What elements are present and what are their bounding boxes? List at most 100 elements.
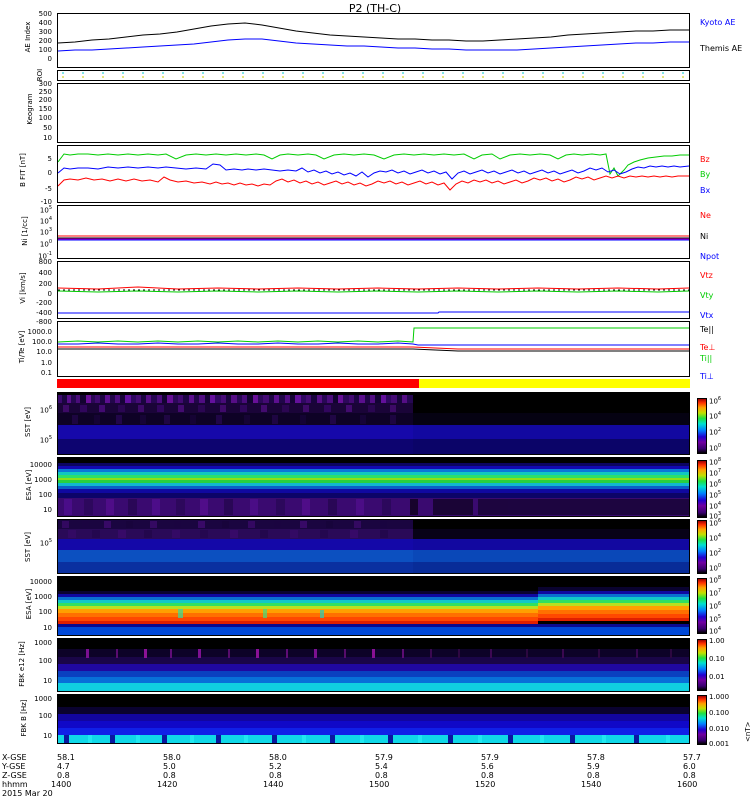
cblabel-esae-7: 107 — [709, 468, 722, 478]
legend-vty: Vty — [700, 291, 714, 300]
legend-vtx: Vtx — [700, 311, 714, 320]
ytick-bfit-0: 0 — [47, 169, 52, 177]
status-bar-red — [57, 379, 419, 388]
axis-tick-t-0: 1400 — [51, 780, 72, 789]
ytick-ae-0: 0 — [47, 55, 52, 63]
ytick-esai-100: 100 — [38, 608, 52, 616]
colorbar-sst-electron[interactable] — [697, 398, 707, 454]
ytick-vi-m800: -800 — [36, 318, 52, 326]
ytick-keo-10: 10 — [43, 134, 52, 142]
panel-sst-electron-ylabel: SST [eV] — [24, 407, 32, 437]
legend-kyoto-ae: Kyoto AE — [700, 18, 736, 27]
axis-tick-z-4: 0.8 — [481, 771, 494, 780]
axis-tick-x-6: 57.7 — [683, 753, 701, 762]
axis-tick-x-3: 57.9 — [375, 753, 393, 762]
ytick-ssti-5: 105 — [39, 538, 52, 548]
colorbar-esa-ion[interactable] — [697, 578, 707, 634]
cblabel-sste-4: 104 — [709, 411, 722, 421]
cblabel-fbkb-0001: 0.001 — [709, 740, 730, 748]
cbtitle-fbk-b: <nT> — [744, 721, 750, 742]
panel-fbk-e12[interactable] — [57, 638, 690, 692]
ytick-ae-100: 100 — [38, 46, 52, 54]
ytick-fbke-100: 100 — [38, 657, 52, 665]
panel-sst-ion[interactable] — [57, 519, 690, 574]
axis-tick-t-1: 1420 — [157, 780, 178, 789]
ytick-bfit-5: 5 — [47, 155, 52, 163]
ytick-keo-100: 100 — [38, 114, 52, 122]
cblabel-fbke-001: 0.01 — [709, 673, 725, 681]
colorbar-fbk-b[interactable] — [697, 695, 707, 745]
colorbar-esa-electron[interactable] — [697, 460, 707, 518]
axis-tick-y-1: 5.0 — [163, 762, 176, 771]
ytick-ni-3: 103 — [39, 227, 52, 237]
axis-tick-z-2: 0.8 — [269, 771, 282, 780]
cblabel-fbkb-001: 0.010 — [709, 725, 730, 733]
ytick-vi-400: 400 — [38, 269, 52, 277]
colorbar-fbk-e12[interactable] — [697, 639, 707, 691]
cblabel-esae-6: 106 — [709, 479, 722, 489]
legend-ti-par: Ti|| — [700, 354, 713, 363]
ytick-ae-200: 200 — [38, 37, 52, 45]
legend-bz: Bz — [700, 155, 710, 164]
panel-esa-ion[interactable] — [57, 576, 690, 636]
panel-roi[interactable] — [57, 70, 690, 81]
axis-tick-t-5: 1540 — [581, 780, 602, 789]
colorbar-sst-ion[interactable] — [697, 520, 707, 574]
ytick-fbke-1000: 1000 — [34, 639, 52, 647]
ytick-keo-300: 300 — [38, 80, 52, 88]
cblabel-esai-5: 105 — [709, 614, 722, 624]
legend-bx: Bx — [700, 186, 711, 195]
panel-fbk-b[interactable] — [57, 694, 690, 744]
legend-ne: Ne — [700, 211, 711, 220]
cblabel-fbkb-01: 0.100 — [709, 709, 730, 717]
axis-tick-y-6: 6.0 — [683, 762, 696, 771]
ytick-esai-10: 10 — [43, 624, 52, 632]
axis-label-z-gse: Z-GSE — [2, 771, 27, 780]
axis-tick-y-4: 5.6 — [481, 762, 494, 771]
axis-tick-t-4: 1520 — [475, 780, 496, 789]
ytick-sste-5: 105 — [39, 435, 52, 445]
cblabel-ssti-2: 102 — [709, 548, 722, 558]
panel-ni[interactable] — [57, 205, 690, 259]
status-bar[interactable] — [57, 379, 690, 388]
cblabel-esai-8: 108 — [709, 575, 722, 585]
ytick-ni-m1: 10-1 — [38, 251, 52, 261]
cblabel-esae-4: 104 — [709, 501, 722, 511]
axis-tick-y-2: 5.2 — [269, 762, 282, 771]
panel-ae-index[interactable] — [57, 13, 690, 68]
axis-date-label: 2015 Mar 20 — [2, 789, 53, 798]
axis-tick-t-3: 1500 — [369, 780, 390, 789]
ytick-sste-6: 106 — [39, 405, 52, 415]
cblabel-esae-8: 108 — [709, 457, 722, 467]
status-bar-yellow — [419, 379, 690, 388]
ytick-ni-5: 105 — [39, 205, 52, 215]
ytick-esai-1000: 1000 — [34, 593, 52, 601]
panel-keogram[interactable] — [57, 83, 690, 143]
panel-sst-electron[interactable] — [57, 392, 690, 455]
ytick-esai-10000: 10000 — [29, 578, 52, 586]
axis-tick-z-3: 0.8 — [375, 771, 388, 780]
legend-ni: Ni — [700, 232, 709, 241]
ytick-vi-m400: -400 — [36, 309, 52, 317]
axis-tick-y-5: 5.9 — [587, 762, 600, 771]
panel-esa-electron[interactable] — [57, 457, 690, 517]
panel-ti-te[interactable] — [57, 321, 690, 377]
panel-vi[interactable] — [57, 261, 690, 319]
axis-tick-z-1: 0.8 — [163, 771, 176, 780]
cblabel-fbkb-1: 1.000 — [709, 693, 730, 701]
ytick-keo-150: 150 — [38, 105, 52, 113]
ytick-ae-300: 300 — [38, 28, 52, 36]
axis-tick-x-1: 58.0 — [163, 753, 181, 762]
axis-tick-y-3: 5.4 — [375, 762, 388, 771]
ytick-fbkb-10: 10 — [43, 732, 52, 740]
legend-vtz: Vtz — [700, 271, 713, 280]
ytick-keo-200: 200 — [38, 96, 52, 104]
panel-bfit[interactable] — [57, 145, 690, 203]
ytick-esae-100: 100 — [38, 491, 52, 499]
ytick-fbke-10: 10 — [43, 677, 52, 685]
axis-tick-x-4: 57.9 — [481, 753, 499, 762]
ytick-vi-m200: -200 — [36, 299, 52, 307]
axis-tick-t-6: 1600 — [677, 780, 698, 789]
page-title: P2 (TH-C) — [348, 2, 402, 15]
axis-tick-y-0: 4.7 — [57, 762, 70, 771]
